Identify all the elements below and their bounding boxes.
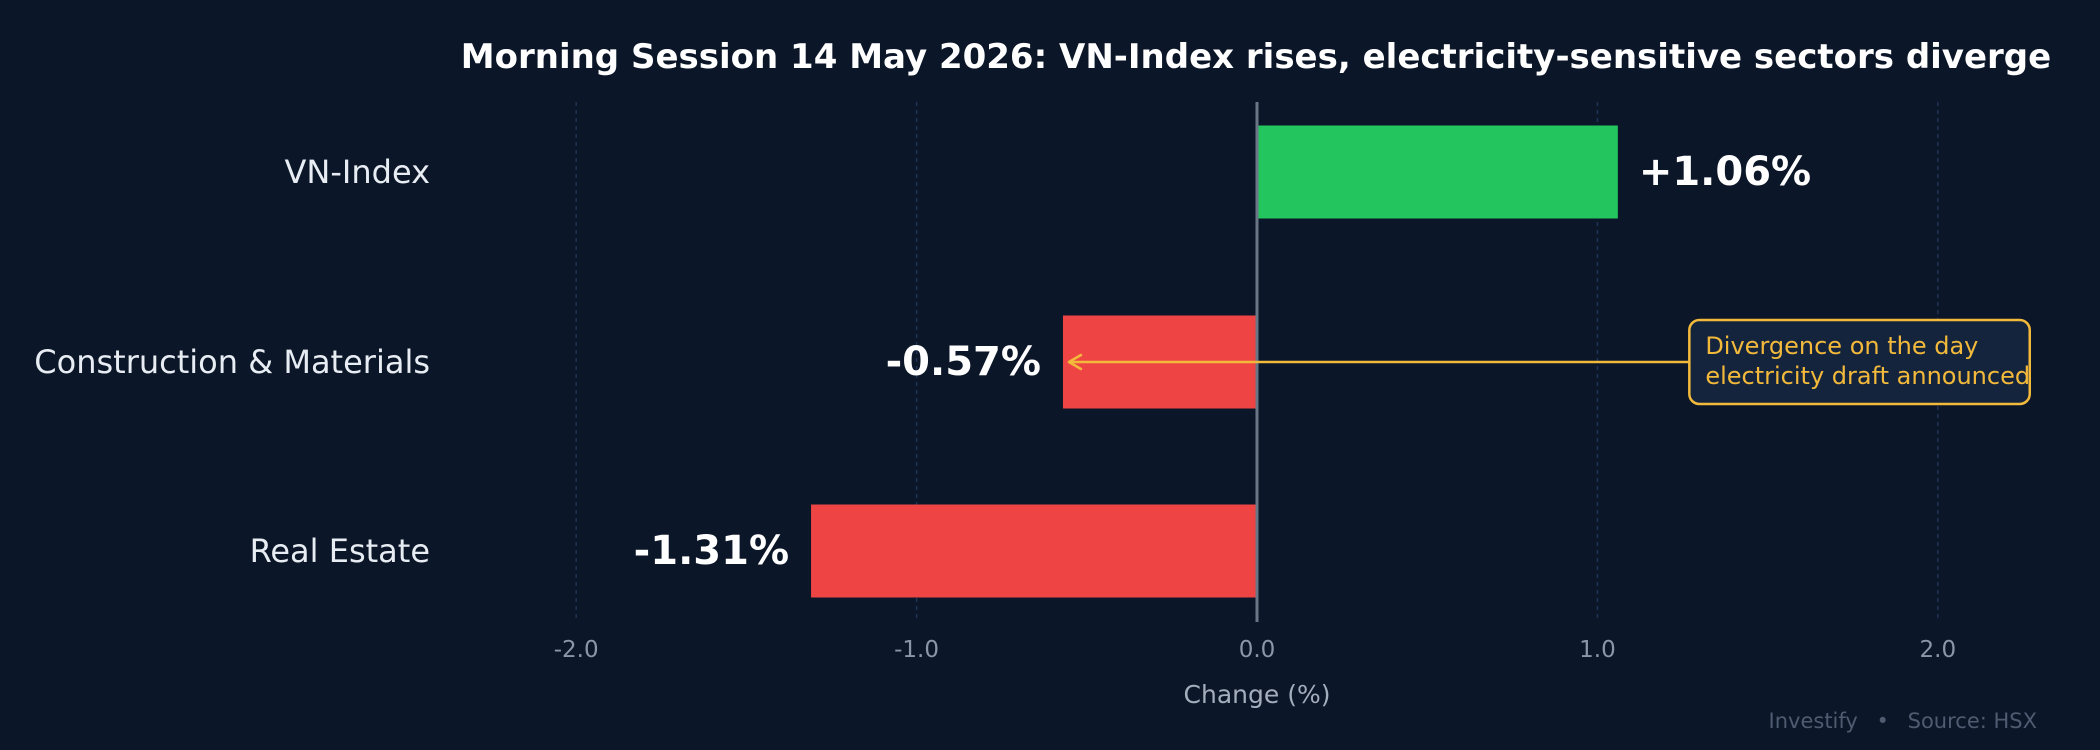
value-labels: +1.06% -0.57% -1.31% (634, 149, 1811, 574)
x-ticks: -2.0 -1.0 0.0 1.0 2.0 (554, 637, 1956, 663)
value-label: +1.06% (1639, 149, 1811, 195)
value-label: -0.57% (886, 339, 1041, 385)
annotation-text-line1: Divergence on the day (1705, 332, 1978, 360)
footer-source: Source: HSX (1908, 709, 2037, 733)
x-tick-label: -2.0 (554, 637, 599, 663)
x-axis-title: Change (%) (1184, 680, 1331, 709)
category-label: Construction & Materials (34, 343, 430, 381)
bar-vn-index (1257, 125, 1618, 219)
x-tick-label: 1.0 (1579, 637, 1616, 663)
annotation-text-line2: electricity draft announced (1705, 362, 2030, 390)
x-tick-label: -1.0 (894, 637, 939, 663)
annotation: Divergence on the day electricity draft … (1067, 318, 2031, 406)
chart-title: Morning Session 14 May 2026: VN-Index ri… (461, 37, 2051, 77)
x-tick-label: 0.0 (1239, 637, 1276, 663)
annotation-arrowhead (1067, 353, 1083, 371)
footer-brand: Investify (1769, 709, 1858, 733)
footer-separator: • (1877, 709, 1889, 733)
category-labels: VN-Index Construction & Materials Real Est… (34, 153, 430, 570)
footer-credit: Investify • Source: HSX (1769, 709, 2037, 733)
annotation-box (1688, 318, 2031, 406)
x-tick-label: 2.0 (1920, 637, 1957, 663)
category-label: Real Estate (250, 532, 430, 570)
value-label: -1.31% (634, 528, 789, 574)
category-label: VN-Index (285, 153, 430, 191)
bar-real-estate (811, 504, 1257, 598)
